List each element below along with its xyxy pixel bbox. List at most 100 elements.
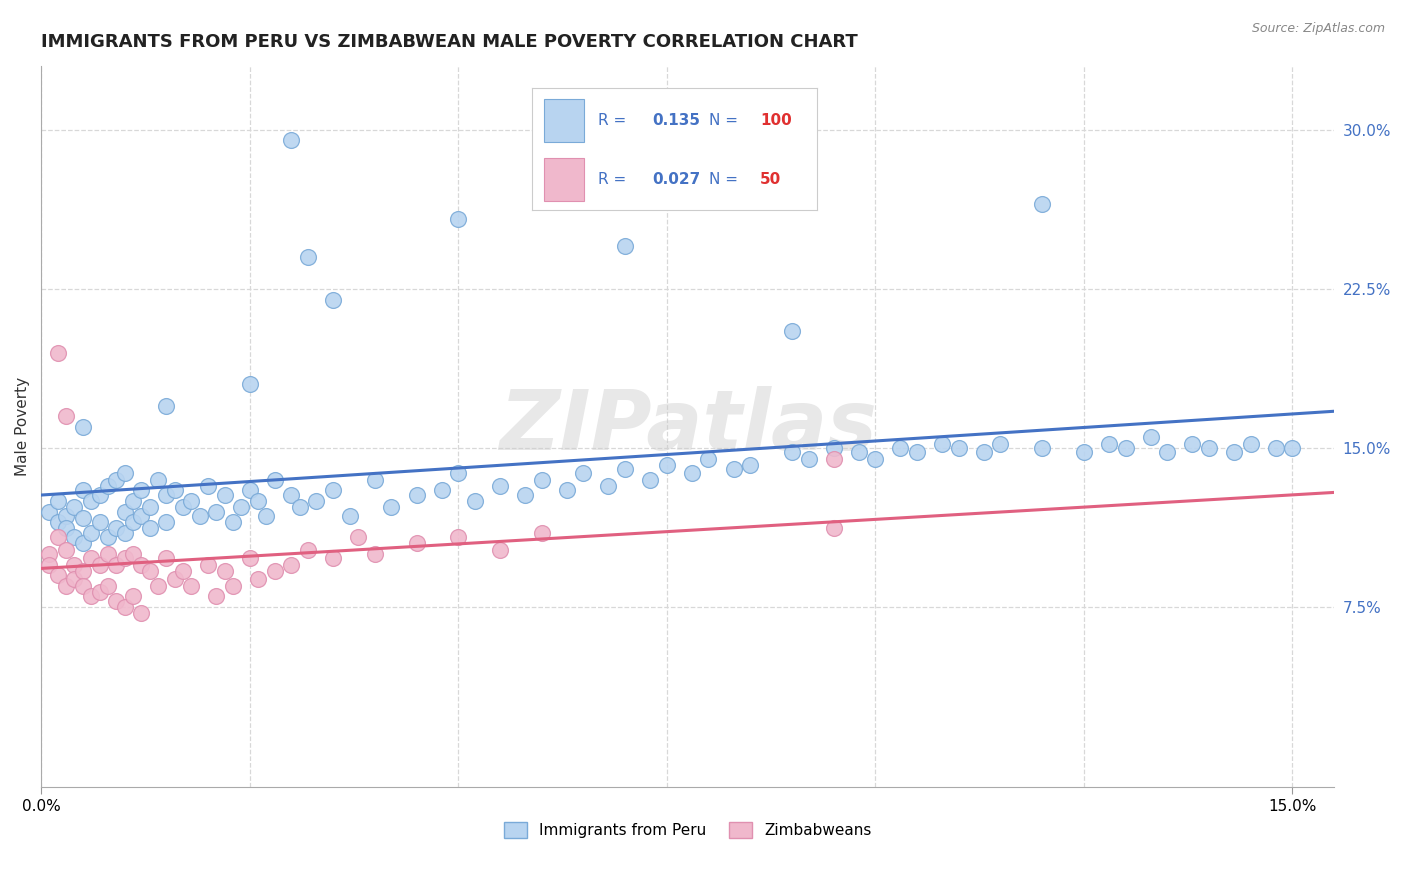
Point xyxy=(430,483,453,498)
Point xyxy=(197,558,219,572)
Point xyxy=(288,500,311,515)
Point xyxy=(172,564,194,578)
Point xyxy=(55,579,77,593)
Point xyxy=(80,590,103,604)
Point xyxy=(598,479,620,493)
Point xyxy=(80,525,103,540)
Point xyxy=(155,399,177,413)
Point xyxy=(89,585,111,599)
Point xyxy=(405,536,427,550)
Point xyxy=(63,530,86,544)
Point xyxy=(163,483,186,498)
Point xyxy=(322,551,344,566)
Point xyxy=(1073,445,1095,459)
Point xyxy=(114,504,136,518)
Point xyxy=(1181,436,1204,450)
Point xyxy=(46,494,69,508)
Point xyxy=(163,573,186,587)
Point xyxy=(322,293,344,307)
Text: Source: ZipAtlas.com: Source: ZipAtlas.com xyxy=(1251,22,1385,36)
Point xyxy=(105,558,128,572)
Point xyxy=(55,521,77,535)
Point xyxy=(155,515,177,529)
Point xyxy=(780,445,803,459)
Point xyxy=(46,530,69,544)
Point xyxy=(72,564,94,578)
Point xyxy=(889,441,911,455)
Point xyxy=(405,487,427,501)
Point xyxy=(114,525,136,540)
Point xyxy=(1281,441,1303,455)
Point xyxy=(740,458,762,472)
Point xyxy=(280,558,302,572)
Point xyxy=(364,473,387,487)
Point xyxy=(222,579,245,593)
Text: IMMIGRANTS FROM PERU VS ZIMBABWEAN MALE POVERTY CORRELATION CHART: IMMIGRANTS FROM PERU VS ZIMBABWEAN MALE … xyxy=(41,33,858,51)
Point xyxy=(447,467,470,481)
Point xyxy=(305,494,328,508)
Point xyxy=(823,451,845,466)
Point xyxy=(263,564,285,578)
Point xyxy=(155,487,177,501)
Point xyxy=(1031,197,1053,211)
Point xyxy=(80,494,103,508)
Point xyxy=(297,250,319,264)
Point xyxy=(89,558,111,572)
Point xyxy=(129,483,152,498)
Point xyxy=(180,579,202,593)
Point xyxy=(1115,441,1137,455)
Point xyxy=(239,377,262,392)
Point xyxy=(205,590,228,604)
Point xyxy=(97,579,120,593)
Point xyxy=(1139,430,1161,444)
Point xyxy=(188,508,211,523)
Point xyxy=(97,479,120,493)
Point xyxy=(89,487,111,501)
Point xyxy=(1156,445,1178,459)
Point xyxy=(138,500,160,515)
Point xyxy=(347,530,370,544)
Point xyxy=(1098,436,1121,450)
Point xyxy=(72,536,94,550)
Point xyxy=(105,473,128,487)
Point xyxy=(572,467,595,481)
Point xyxy=(530,525,553,540)
Point xyxy=(823,521,845,535)
Point xyxy=(948,441,970,455)
Point xyxy=(214,564,236,578)
Point xyxy=(681,467,703,481)
Point xyxy=(205,504,228,518)
Point xyxy=(114,599,136,614)
Point xyxy=(146,473,169,487)
Point xyxy=(231,500,253,515)
Point xyxy=(638,473,661,487)
Point xyxy=(114,467,136,481)
Point xyxy=(129,508,152,523)
Point xyxy=(55,508,77,523)
Point xyxy=(97,547,120,561)
Point xyxy=(280,487,302,501)
Point xyxy=(513,487,536,501)
Point xyxy=(931,436,953,450)
Legend: Immigrants from Peru, Zimbabweans: Immigrants from Peru, Zimbabweans xyxy=(498,816,877,845)
Point xyxy=(55,542,77,557)
Point xyxy=(380,500,402,515)
Point xyxy=(865,451,887,466)
Point xyxy=(1240,436,1263,450)
Text: ZIPatlas: ZIPatlas xyxy=(499,386,876,467)
Point xyxy=(38,558,60,572)
Point xyxy=(530,473,553,487)
Point xyxy=(239,483,262,498)
Point xyxy=(447,211,470,226)
Point xyxy=(1031,441,1053,455)
Point xyxy=(364,547,387,561)
Point xyxy=(138,521,160,535)
Point xyxy=(129,607,152,621)
Point xyxy=(72,419,94,434)
Point xyxy=(38,547,60,561)
Point xyxy=(222,515,245,529)
Point xyxy=(72,579,94,593)
Point xyxy=(464,494,486,508)
Point xyxy=(38,504,60,518)
Point xyxy=(122,494,145,508)
